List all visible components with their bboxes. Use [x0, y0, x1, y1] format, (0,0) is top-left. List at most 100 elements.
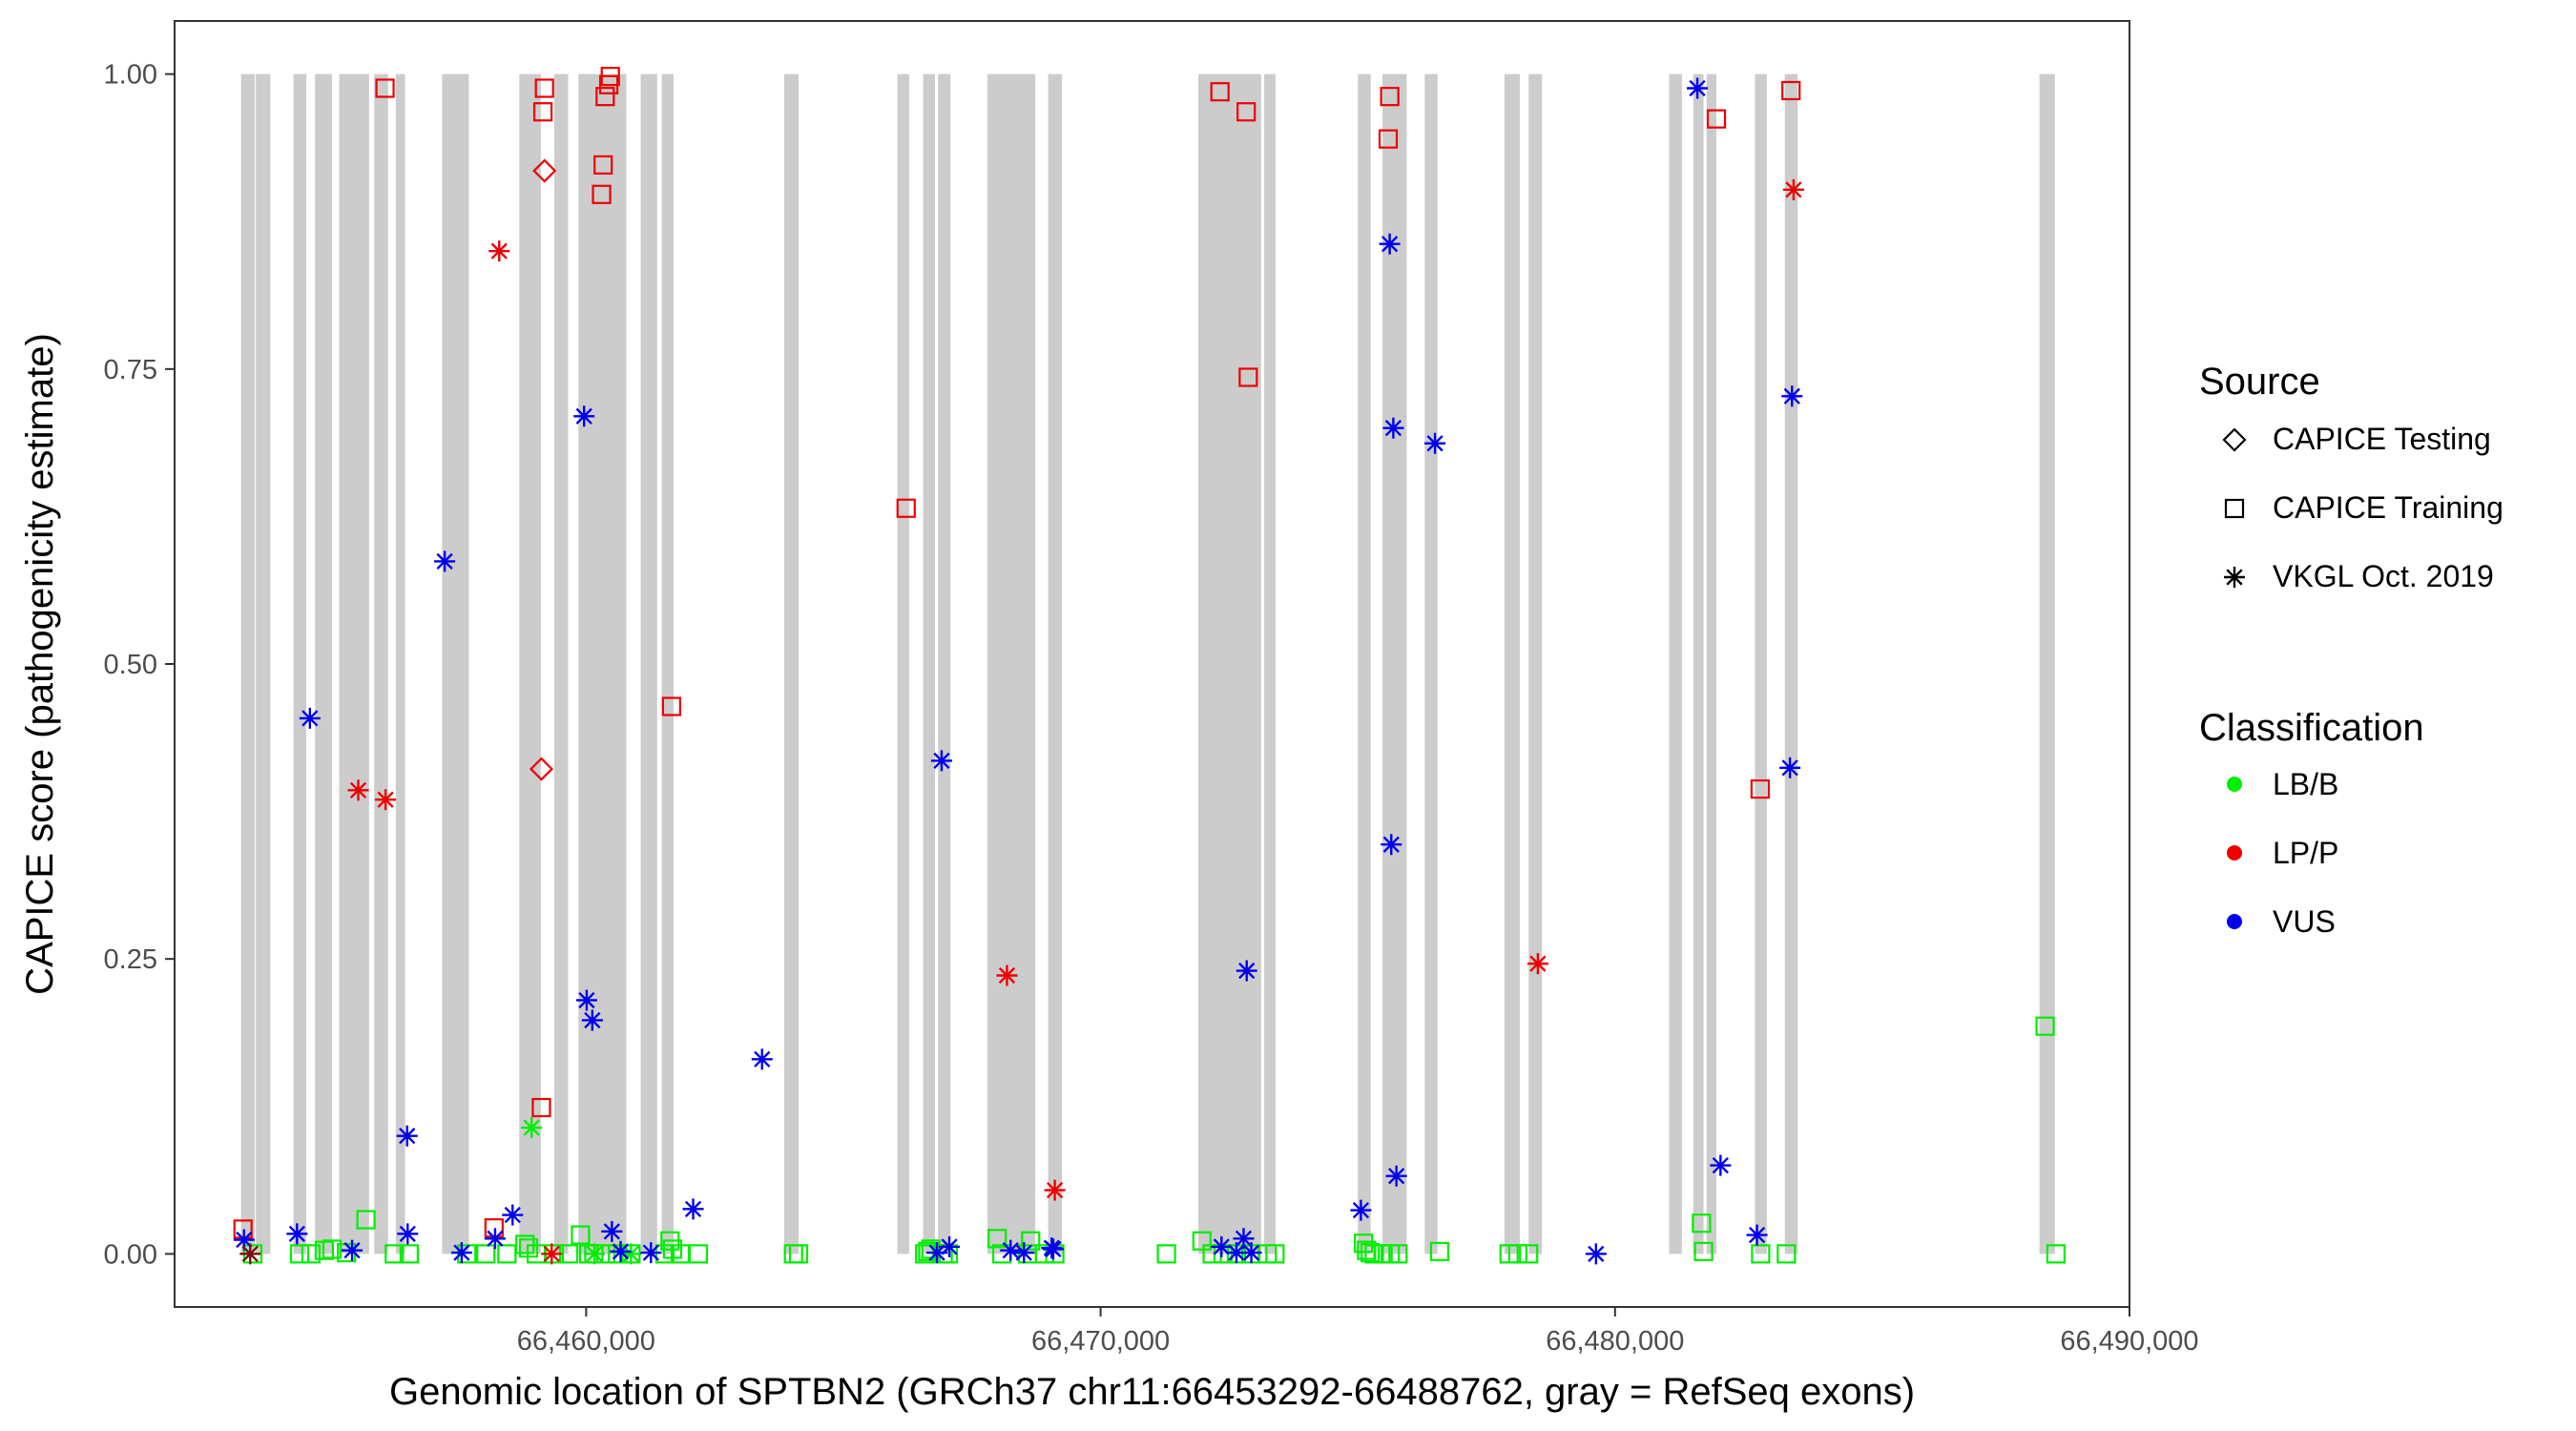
legend-class-lbb: LB/B — [2273, 767, 2338, 801]
exon-band — [256, 73, 271, 1255]
lpp-asterisk-point — [239, 1243, 261, 1265]
vus-asterisk-point — [751, 1048, 773, 1070]
vus-asterisk-point — [682, 1198, 704, 1220]
data-points — [233, 67, 2066, 1265]
exon-band — [640, 73, 657, 1255]
exon-band — [661, 73, 675, 1255]
lpp-square-point — [1378, 129, 1399, 149]
lpp-square-point — [534, 78, 554, 98]
lbb-square-point — [289, 1244, 310, 1264]
exon-band — [240, 73, 256, 1255]
exon-band — [1198, 73, 1261, 1255]
lpp-asterisk-point — [996, 964, 1018, 986]
exon-band — [339, 73, 369, 1255]
vus-asterisk-point — [939, 1235, 961, 1257]
lpp-diamond-point — [529, 757, 554, 781]
lbb-square-point — [1507, 1244, 1527, 1264]
vus-asterisk-point — [1240, 1242, 1262, 1264]
vus-asterisk-point — [1000, 1239, 1022, 1261]
lpp-asterisk-point — [375, 789, 397, 811]
lpp-square-point — [1750, 778, 1770, 799]
legend-asterisk-key — [2224, 567, 2245, 588]
lbb-square-point — [1776, 1244, 1797, 1264]
y-tick-label: 0.50 — [104, 650, 157, 680]
vus-asterisk-point — [573, 405, 595, 427]
exon-band — [2039, 73, 2055, 1255]
legend-vus-dot — [2227, 914, 2242, 929]
y-tick-label: 0.25 — [104, 944, 157, 975]
lbb-square-point — [2046, 1244, 2066, 1264]
vus-asterisk-point — [610, 1240, 632, 1262]
lbb-square-point — [2035, 1016, 2055, 1036]
x-axis-title: Genomic location of SPTBN2 (GRCh37 chr11… — [389, 1371, 1915, 1413]
y-axis: 0.00 0.25 0.50 0.75 1.00 — [104, 60, 175, 1270]
legend-class-vus: VUS — [2273, 904, 2336, 939]
lbb-square-point — [1156, 1244, 1176, 1264]
vus-asterisk-point — [930, 750, 952, 772]
exon-band — [1669, 73, 1682, 1255]
lbb-square-point — [1693, 1241, 1714, 1261]
y-tick-label: 1.00 — [104, 60, 157, 91]
exon-band — [938, 73, 951, 1255]
exon-band — [1528, 73, 1543, 1255]
legend-source-title: Source — [2199, 361, 2320, 403]
legend-square-key — [2224, 498, 2245, 519]
lbb-square-point — [476, 1244, 496, 1264]
exon-band — [519, 73, 541, 1255]
vus-asterisk-point — [434, 550, 456, 572]
vus-asterisk-point — [1385, 1165, 1407, 1187]
vus-asterisk-point — [1424, 432, 1446, 454]
vus-asterisk-point — [397, 1223, 419, 1245]
vus-asterisk-point — [396, 1125, 418, 1147]
vus-asterisk-point — [502, 1204, 524, 1226]
lpp-square-point — [1236, 102, 1257, 122]
lbb-square-point — [1751, 1244, 1771, 1264]
exon-band — [1755, 73, 1767, 1255]
exon-band — [1424, 73, 1438, 1255]
lpp-diamond-point — [532, 158, 557, 183]
exon-band — [1048, 73, 1063, 1255]
legend-lbb-dot — [2227, 777, 2242, 792]
lbb-square-point — [457, 1244, 477, 1264]
lpp-square-point — [532, 102, 553, 122]
vus-asterisk-point — [640, 1242, 662, 1264]
exon-band — [987, 73, 1036, 1255]
vus-asterisk-point — [1236, 960, 1257, 982]
legend-key-shape — [2224, 567, 2245, 588]
vus-asterisk-point — [1710, 1154, 1732, 1176]
y-tick-label: 0.00 — [104, 1239, 157, 1270]
lbb-square-point — [1388, 1244, 1408, 1264]
lpp-square-point — [1706, 109, 1727, 129]
lbb-square-point — [688, 1244, 709, 1264]
legend-source-vkgl: VKGL Oct. 2019 — [2273, 559, 2494, 593]
lpp-square-point — [595, 87, 615, 107]
lbb-square-point — [571, 1225, 591, 1245]
lbb-square-point — [1192, 1231, 1212, 1251]
exon-band — [315, 73, 332, 1255]
vus-asterisk-point — [581, 1009, 603, 1031]
exon-band — [1358, 73, 1371, 1255]
exon-band — [1693, 73, 1704, 1255]
legend-lpp-dot — [2227, 845, 2242, 861]
exon-band — [1706, 73, 1717, 1255]
vus-asterisk-point — [1042, 1238, 1064, 1260]
vus-asterisk-point — [286, 1223, 308, 1245]
lbb-square-point — [399, 1244, 419, 1264]
vus-asterisk-point — [299, 707, 321, 729]
vus-asterisk-point — [1379, 233, 1401, 255]
x-tick-label: 66,490,000 — [2060, 1326, 2198, 1357]
vus-asterisk-point — [1233, 1228, 1255, 1250]
exon-band — [293, 73, 307, 1255]
exon-band — [553, 73, 569, 1255]
vus-asterisk-point — [1350, 1199, 1372, 1221]
lpp-asterisk-point — [1044, 1179, 1066, 1201]
vus-asterisk-point — [601, 1220, 623, 1242]
vus-asterisk-point — [1381, 834, 1402, 856]
lpp-square-point — [661, 696, 681, 716]
vus-asterisk-point — [1013, 1242, 1035, 1264]
exon-band — [1264, 73, 1276, 1255]
lbb-square-point — [1265, 1244, 1285, 1264]
y-axis-title: CAPICE score (pathogenicity estimate) — [19, 333, 61, 995]
legend-key-shape — [2224, 498, 2245, 519]
